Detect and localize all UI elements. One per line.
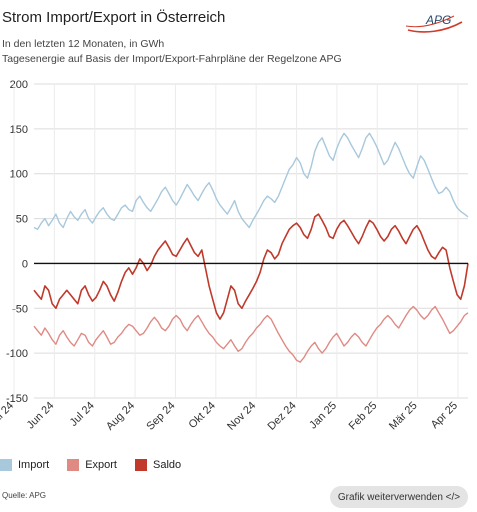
x-tick-label: Sep 24 (144, 400, 177, 433)
legend-item-export[interactable]: Export (67, 459, 117, 471)
legend-swatch-export (67, 459, 80, 471)
chart-title: Strom Import/Export in Österreich (2, 9, 226, 26)
legend-swatch-import (0, 459, 12, 471)
legend-swatch-saldo (134, 459, 147, 471)
chart-subtitle-2: Tagesenergie auf Basis der Import/Export… (2, 53, 342, 65)
series-line-import (33, 132, 469, 231)
x-tick-label: Aug 24 (104, 400, 137, 433)
y-tick-label: -150 (6, 393, 28, 405)
legend: Import Export Saldo (0, 459, 199, 471)
legend-label-import: Import (18, 459, 50, 471)
x-tick-label: Apr 25 (429, 400, 460, 431)
series-line-saldo (33, 213, 469, 320)
legend-item-import[interactable]: Import (0, 459, 49, 471)
y-tick-label: -50 (12, 303, 28, 315)
legend-label-saldo: Saldo (152, 459, 182, 471)
legend-item-saldo[interactable]: Saldo (134, 459, 182, 471)
x-tick-label: Nov 24 (225, 400, 258, 433)
x-tick-label: Dez 24 (266, 400, 299, 433)
y-tick-label: 0 (22, 258, 28, 270)
legend-label-export: Export (85, 459, 117, 471)
x-tick-label: Feb 25 (347, 400, 380, 433)
y-tick-label: 50 (16, 214, 28, 226)
y-tick-label: 150 (10, 124, 28, 136)
y-tick-label: 100 (10, 169, 28, 181)
y-tick-label: 200 (10, 79, 28, 91)
y-tick-label: -100 (6, 348, 28, 360)
x-tick-label: Okt 24 (187, 400, 218, 431)
source-note: Quelle: APG (2, 491, 47, 500)
apg-logo: APG (405, 13, 463, 33)
series-line-export (33, 305, 469, 363)
chart-subtitle: In den letzten 12 Monaten, in GWh (2, 38, 165, 50)
x-tick-label: Jan 25 (307, 400, 339, 432)
x-tick-label: Jul 24 (68, 400, 97, 429)
logo-text: APG (425, 13, 451, 27)
x-tick-label: Mär 25 (387, 400, 420, 433)
x-tick-label: Jun 24 (25, 400, 57, 432)
reuse-graphic-button[interactable]: Grafik weiterverwenden </> (330, 486, 468, 508)
